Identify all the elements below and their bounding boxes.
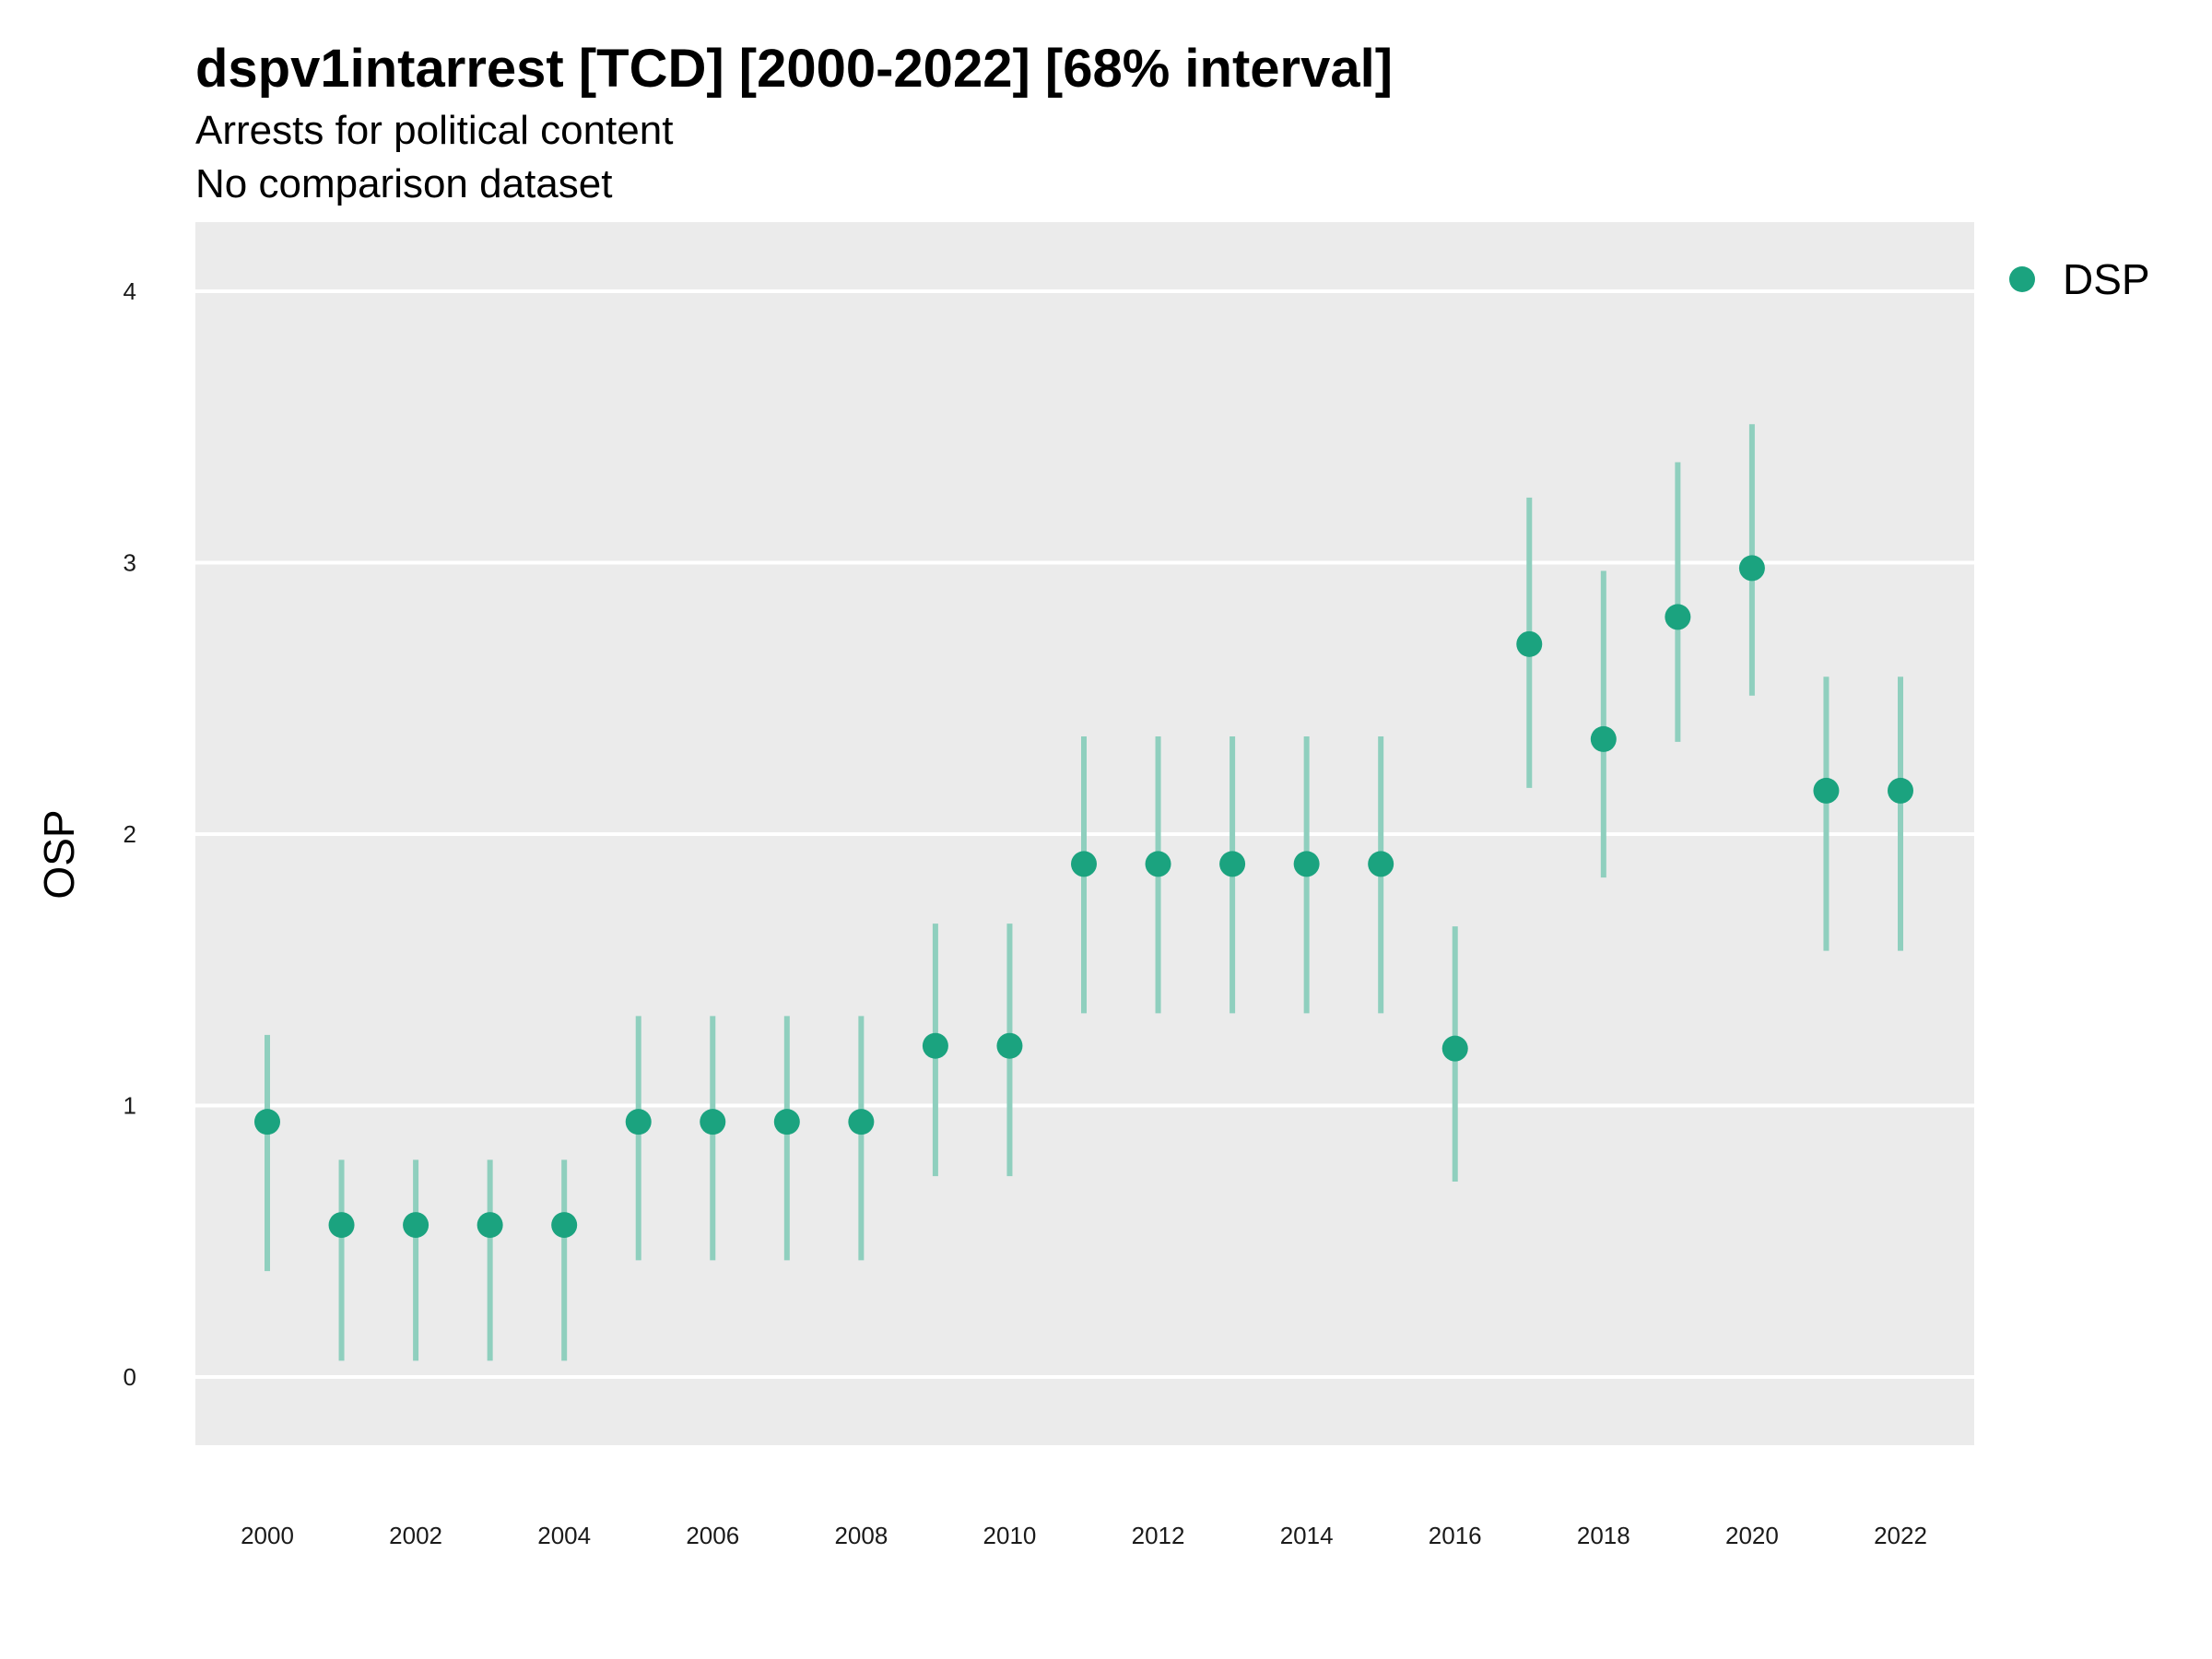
point-dsp-2010 [996, 1032, 1023, 1059]
x-tick-label-2010: 2010 [983, 1522, 1037, 1549]
y-tick-label-0: 0 [124, 1363, 136, 1391]
point-dsp-2020 [1738, 555, 1765, 582]
x-tick-label-2006: 2006 [686, 1522, 739, 1549]
point-dsp-2015 [1368, 851, 1394, 877]
point-dsp-2021 [1813, 777, 1840, 804]
point-dsp-2009 [922, 1032, 948, 1059]
x-tick-label-2016: 2016 [1429, 1522, 1482, 1549]
point-dsp-2005 [625, 1109, 652, 1135]
point-dsp-2014 [1293, 851, 1320, 877]
legend-label-dsp: DSP [2063, 255, 2150, 303]
point-dsp-2001 [328, 1212, 355, 1239]
point-dsp-2018 [1590, 725, 1617, 752]
x-tick-label-2018: 2018 [1577, 1522, 1630, 1549]
x-tick-label-2002: 2002 [389, 1522, 442, 1549]
chart-subtitle-line-2: No comparison dataset [195, 161, 612, 206]
point-dsp-2006 [700, 1109, 726, 1135]
point-dsp-2019 [1665, 604, 1691, 630]
point-dsp-2011 [1071, 851, 1097, 877]
point-dsp-2013 [1219, 851, 1246, 877]
chart-title: dspv1intarrest [TCD] [2000-2022] [68% in… [195, 39, 1393, 99]
legend: DSP [2009, 255, 2150, 303]
point-dsp-2003 [477, 1212, 503, 1239]
y-tick-labels: 0 1 2 3 4 [124, 277, 136, 1391]
point-dsp-2017 [1516, 630, 1543, 657]
y-tick-label-1: 1 [124, 1092, 136, 1120]
x-tick-label-2014: 2014 [1280, 1522, 1334, 1549]
chart-subtitle-line-1: Arrests for political content [195, 108, 673, 153]
x-tick-label-2004: 2004 [537, 1522, 591, 1549]
point-dsp-2002 [403, 1212, 429, 1239]
point-dsp-2007 [773, 1109, 800, 1135]
x-tick-labels: 2000 2002 2004 2006 2008 2010 2012 2014 2016 2018… [241, 1522, 1927, 1549]
point-dsp-2012 [1145, 851, 1171, 877]
point-dsp-2000 [254, 1109, 280, 1135]
x-tick-label-2012: 2012 [1132, 1522, 1185, 1549]
point-dsp-2008 [848, 1109, 875, 1135]
y-tick-label-4: 4 [124, 277, 136, 305]
point-dsp-2004 [551, 1212, 578, 1239]
point-layer [254, 555, 1913, 1239]
y-axis-title: OSP [35, 809, 83, 899]
x-tick-label-2008: 2008 [834, 1522, 888, 1549]
x-tick-label-2020: 2020 [1725, 1522, 1779, 1549]
y-tick-label-3: 3 [124, 549, 136, 577]
point-dsp-2016 [1441, 1035, 1468, 1062]
legend-marker-dsp [2009, 266, 2035, 292]
point-dsp-2022 [1888, 777, 1913, 804]
y-tick-label-2: 2 [124, 820, 136, 848]
x-tick-label-2000: 2000 [241, 1522, 294, 1549]
x-tick-label-2022: 2022 [1874, 1522, 1927, 1549]
